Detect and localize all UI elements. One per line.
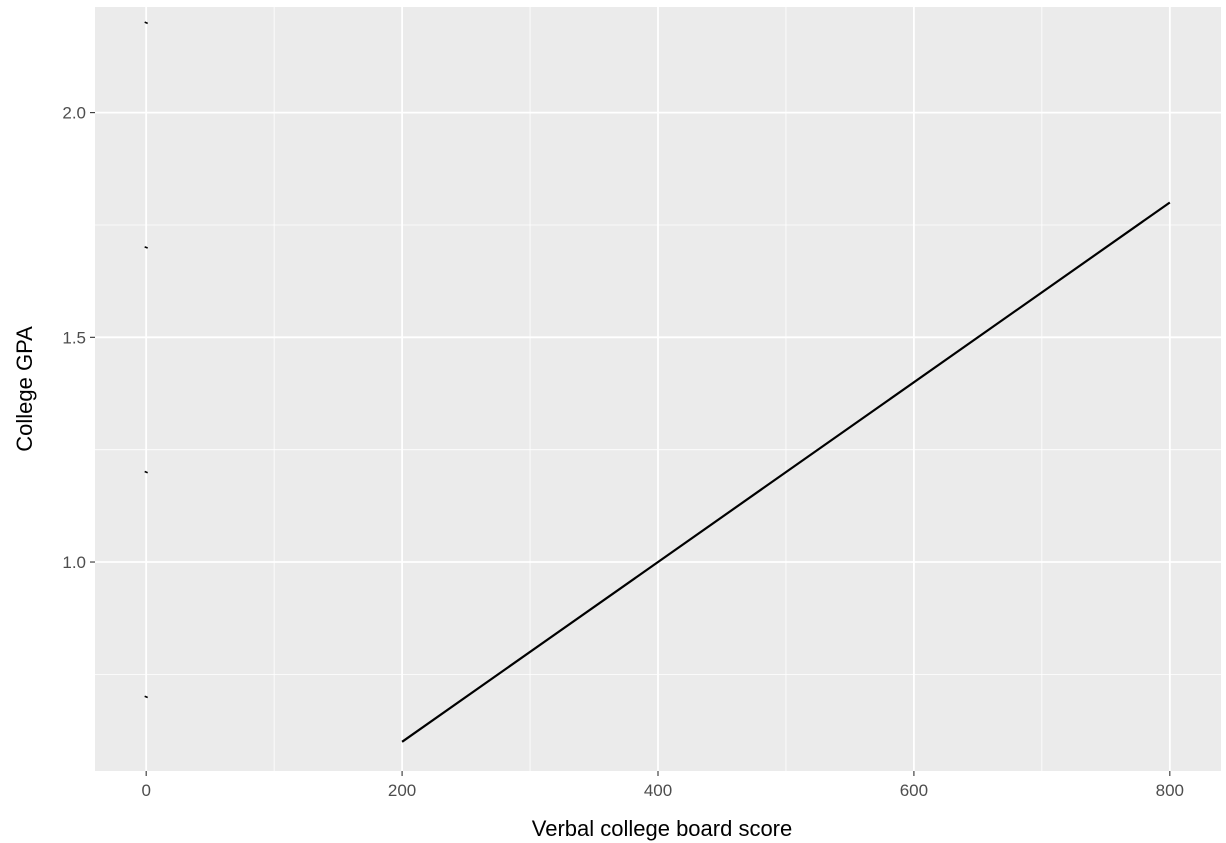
data-point-dash xyxy=(144,695,148,699)
data-point-dash xyxy=(144,21,148,25)
x-tick-label: 0 xyxy=(141,781,150,800)
x-tick-label: 600 xyxy=(900,781,928,800)
y-tick-label: 1.5 xyxy=(62,328,86,347)
x-axis-title: Verbal college board score xyxy=(532,816,793,841)
data-marks xyxy=(144,21,1171,743)
x-tick-label: 800 xyxy=(1156,781,1184,800)
x-tick-label: 400 xyxy=(644,781,672,800)
y-tick-label: 1.0 xyxy=(62,553,86,572)
data-point-dash xyxy=(144,470,148,474)
tick-labels: 0 200 400 600 800 1.0 1.5 2.0 xyxy=(62,104,1184,800)
regression-line xyxy=(401,201,1171,743)
data-point-dash xyxy=(144,246,148,249)
y-tick-label: 2.0 xyxy=(62,104,86,123)
x-tick-label: 200 xyxy=(388,781,416,800)
y-axis-title: College GPA xyxy=(12,326,37,452)
major-gridlines xyxy=(95,7,1221,771)
axis-ticks xyxy=(90,112,1171,776)
